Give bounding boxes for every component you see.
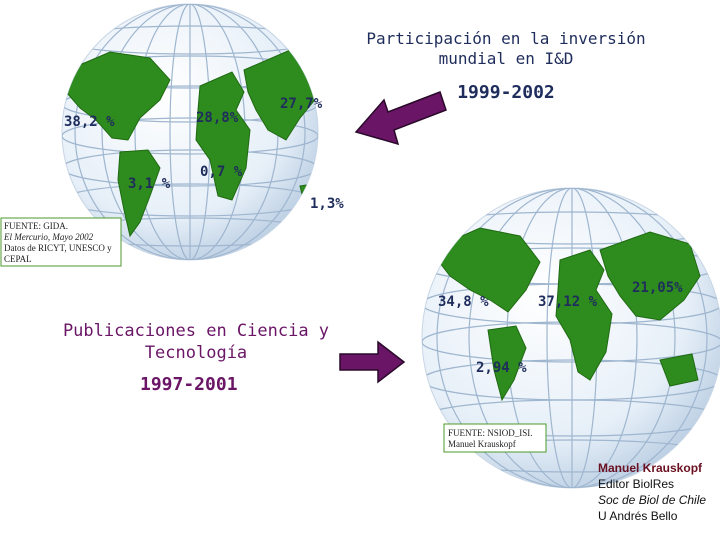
credit: Manuel Krauskopf xyxy=(598,461,703,475)
globe-bottom xyxy=(421,187,720,489)
title-line: Participación en la inversión xyxy=(366,29,645,48)
source-box xyxy=(443,423,547,453)
source-line: FUENTE: GIDA. xyxy=(4,221,68,231)
arrow-top xyxy=(354,91,447,146)
percent-label: 1,3% xyxy=(310,196,344,212)
source-line: CEPAL xyxy=(4,254,32,264)
source-line: Datos de RICYT, UNESCO y xyxy=(4,243,112,253)
period: 1997-2001 xyxy=(140,374,238,395)
percent-label: 3,1 % xyxy=(128,176,171,192)
percent-label: 28,8% xyxy=(196,110,239,126)
arrow-bottom xyxy=(339,340,406,384)
percent-label: 0,7 % xyxy=(200,164,243,180)
percent-label: 37,12 % xyxy=(538,294,598,310)
globe-top xyxy=(61,3,319,261)
credit: Editor BiolRes xyxy=(598,477,674,491)
title-line: mundial en I&D xyxy=(439,49,574,68)
credit: U Andrés Bello xyxy=(598,509,678,523)
percent-label: 27,7% xyxy=(280,96,323,112)
title-line: Publicaciones en Ciencia y xyxy=(63,321,329,341)
percent-label: 21,05% xyxy=(632,280,683,296)
percent-label: 2,94 % xyxy=(476,360,527,376)
source-line: Manuel Krauskopf xyxy=(448,439,516,449)
percent-label: 38,2 % xyxy=(64,114,115,130)
source-box xyxy=(0,217,122,267)
percent-label: 34,8 % xyxy=(438,294,489,310)
source-line: El Mercurio, Mayo 2002 xyxy=(3,232,94,242)
title-line: Tecnología xyxy=(145,343,247,363)
period: 1999-2002 xyxy=(457,82,555,103)
source-line: FUENTE: NSIOD_ISI. xyxy=(448,428,533,438)
credit: Soc de Biol de Chile xyxy=(598,493,706,507)
